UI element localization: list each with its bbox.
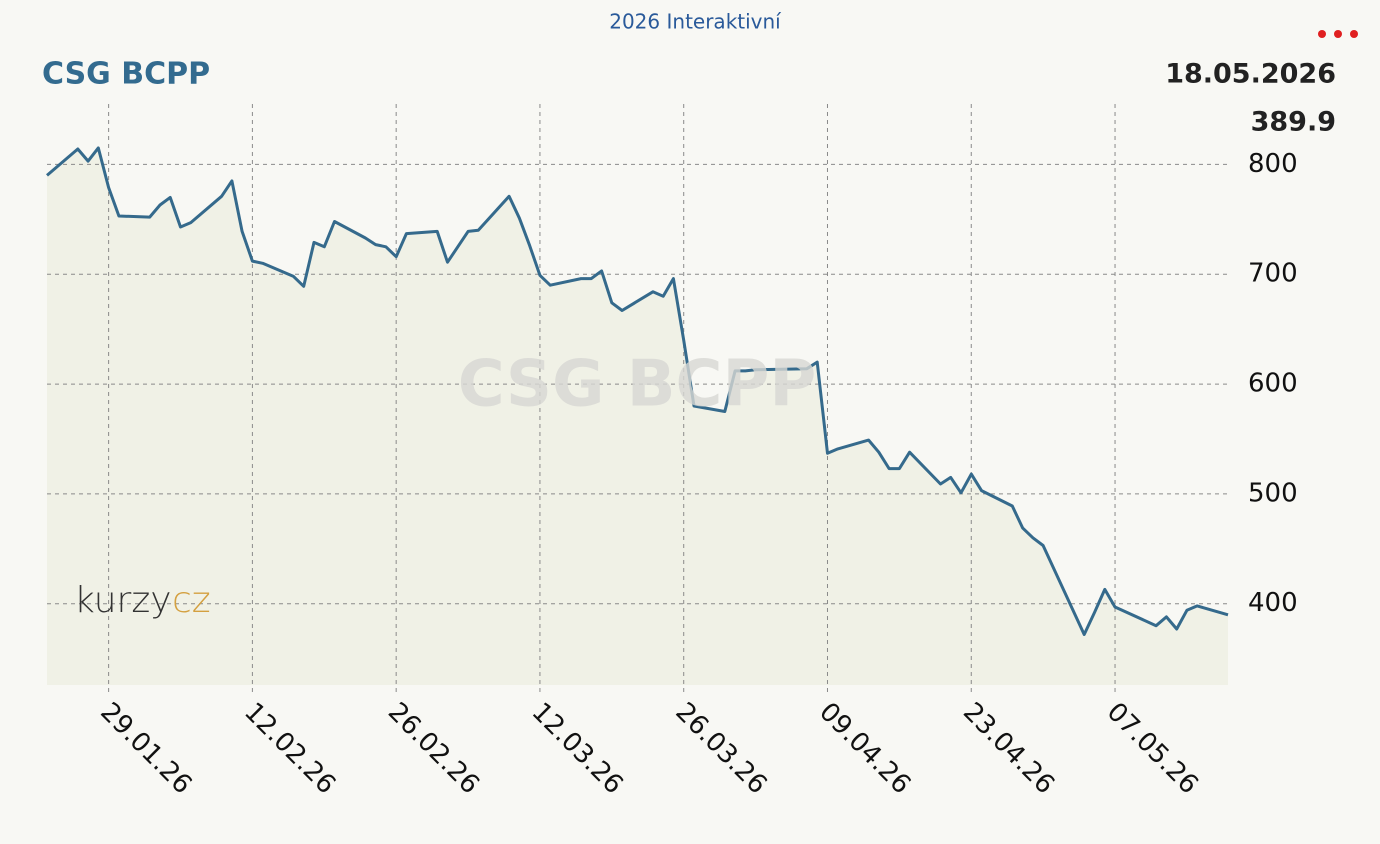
brand-logo: cz xyxy=(172,580,211,621)
menu-dot[interactable] xyxy=(1318,30,1326,38)
area xyxy=(47,147,1228,685)
menu-dot[interactable] xyxy=(1334,30,1342,38)
x-tick-label: 09.04.26 xyxy=(813,697,916,800)
y-tick-label: 800 xyxy=(1248,149,1298,179)
last-date: 18.05.2026 xyxy=(1165,59,1336,90)
last-value: 389.9 xyxy=(1251,107,1336,138)
chart-title: CSG BCPP xyxy=(42,57,210,92)
y-tick-label: 400 xyxy=(1248,588,1298,618)
watermark: CSG BCPP xyxy=(458,348,817,422)
y-tick-label: 500 xyxy=(1248,478,1298,508)
x-tick-label: 29.01.26 xyxy=(94,697,197,800)
y-tick-label: 700 xyxy=(1248,259,1298,289)
interactive-link[interactable]: 2026 Interaktivní xyxy=(609,10,782,34)
brand-logo: kurzy xyxy=(74,580,172,621)
x-tick-label: 12.03.26 xyxy=(526,697,629,800)
x-tick-label: 07.05.26 xyxy=(1101,697,1204,800)
x-tick-label: 23.04.26 xyxy=(957,697,1060,800)
menu-dot[interactable] xyxy=(1350,30,1358,38)
x-tick-label: 12.02.26 xyxy=(238,697,341,800)
x-tick-label: 26.03.26 xyxy=(669,697,772,800)
plot: 400 500 600 700 800 29.01.26 12.02.26 26.02.26 1… xyxy=(46,104,1336,800)
y-tick-label: 600 xyxy=(1248,369,1298,399)
price-line xyxy=(46,146,1229,636)
x-tick-label: 26.02.26 xyxy=(382,697,485,800)
